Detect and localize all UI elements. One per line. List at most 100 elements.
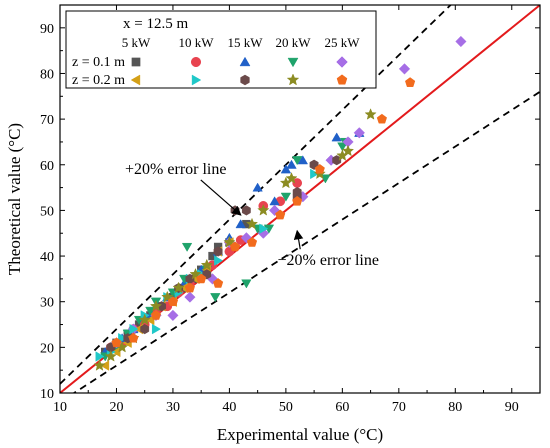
- data-point: [184, 282, 195, 293]
- data-point: [241, 205, 251, 216]
- legend-column-label: 15 kW: [227, 35, 263, 50]
- data-point: [286, 159, 297, 169]
- x-tick-label: 30: [166, 400, 180, 415]
- data-point: [245, 217, 259, 230]
- legend-header: x = 12.5 m: [123, 16, 188, 32]
- data-point: [214, 255, 224, 266]
- annotation-label-2: −20% error line: [278, 252, 379, 269]
- legend-marker: [286, 73, 300, 86]
- legend-marker: [190, 56, 202, 68]
- data-point: [353, 127, 365, 139]
- data-point: [292, 195, 303, 206]
- data-point: [285, 172, 298, 184]
- y-tick-label: 50: [40, 204, 54, 219]
- data-point: [280, 164, 292, 174]
- data-point: [292, 187, 302, 198]
- data-point: [189, 267, 202, 280]
- legend-column-label: 5 kW: [122, 35, 151, 50]
- data-point: [129, 323, 139, 335]
- legend-marker: [336, 74, 348, 85]
- y-tick-label: 20: [40, 341, 54, 356]
- data-point: [104, 350, 117, 362]
- data-point: [145, 306, 156, 316]
- data-point: [181, 242, 193, 252]
- legend-marker: [239, 56, 251, 67]
- legend-marker: [336, 56, 348, 68]
- plot-frame: [59, 4, 541, 394]
- legend-box: [65, 10, 377, 89]
- data-point: [252, 182, 263, 192]
- data-point: [331, 132, 342, 142]
- legend-marker: [131, 57, 141, 67]
- data-point: [210, 293, 221, 303]
- data-point: [268, 204, 281, 217]
- data-point: [161, 290, 174, 303]
- legend-column-label: 10 kW: [178, 35, 214, 50]
- y-tick-label: 70: [40, 113, 54, 128]
- data-point: [93, 359, 106, 371]
- x-tick-label: 10: [53, 400, 67, 415]
- data-point: [291, 156, 303, 166]
- data-point: [167, 309, 179, 322]
- annotation-label-1: +20% error line: [125, 161, 226, 178]
- legend-column-label: 20 kW: [275, 35, 311, 50]
- legend-marker: [191, 74, 202, 86]
- y-tick-label: 80: [40, 67, 54, 82]
- data-points: [93, 35, 467, 371]
- data-point: [376, 113, 387, 124]
- data-point: [297, 155, 309, 165]
- data-point: [145, 314, 155, 326]
- series-8: [106, 155, 342, 353]
- legend: x = 12.5 m 5 kW 10 kW 15 kW 20 kW 25 kW z = 0.…: [65, 10, 377, 89]
- y-axis-label: Theoretical value (°C): [5, 123, 24, 275]
- data-point: [259, 223, 269, 234]
- data-point: [229, 241, 241, 252]
- data-point: [257, 204, 270, 216]
- x-tick-label: 20: [109, 400, 123, 415]
- legend-marker: [130, 74, 141, 86]
- data-point: [95, 351, 105, 362]
- data-point: [341, 144, 355, 157]
- data-point: [314, 163, 325, 174]
- data-point: [310, 168, 320, 180]
- data-point: [196, 273, 207, 284]
- legend-marker: [240, 74, 250, 86]
- x-tick-label: 90: [505, 400, 519, 415]
- data-point: [172, 281, 185, 294]
- x-axis-label: Experimental value (°C): [217, 425, 383, 444]
- data-point: [150, 309, 162, 320]
- legend-column-label: 25 kW: [324, 35, 360, 50]
- data-point: [167, 296, 179, 307]
- data-point: [320, 174, 331, 184]
- x-tick-label: 40: [222, 400, 236, 415]
- legend-marker: [287, 57, 299, 68]
- data-point: [149, 299, 163, 312]
- x-tick-label: 70: [392, 400, 406, 415]
- legend-row-label: z = 0.2 m: [72, 73, 125, 88]
- x-tick-label: 50: [279, 400, 293, 415]
- y-tick-label: 90: [40, 22, 54, 37]
- data-point: [241, 279, 252, 289]
- data-point: [223, 235, 236, 248]
- data-point: [184, 291, 196, 303]
- data-point: [111, 337, 122, 348]
- data-point: [275, 209, 286, 220]
- data-point: [246, 236, 258, 247]
- y-tick-label: 60: [40, 159, 54, 174]
- data-point: [100, 360, 110, 371]
- annotation-arrow-1: [200, 179, 242, 216]
- data-point: [280, 192, 292, 202]
- series-10: [111, 77, 416, 348]
- data-point: [200, 258, 213, 271]
- annotation-arrow-2: [293, 229, 304, 250]
- annotations: +20% error line −20% error line: [125, 161, 379, 269]
- data-point: [128, 332, 139, 343]
- data-point: [235, 219, 246, 229]
- data-point: [364, 108, 377, 120]
- legend-row-label: z = 0.1 m: [72, 55, 125, 70]
- reference-line-plus20: [60, 5, 452, 385]
- data-point: [111, 346, 121, 358]
- data-point: [208, 251, 217, 261]
